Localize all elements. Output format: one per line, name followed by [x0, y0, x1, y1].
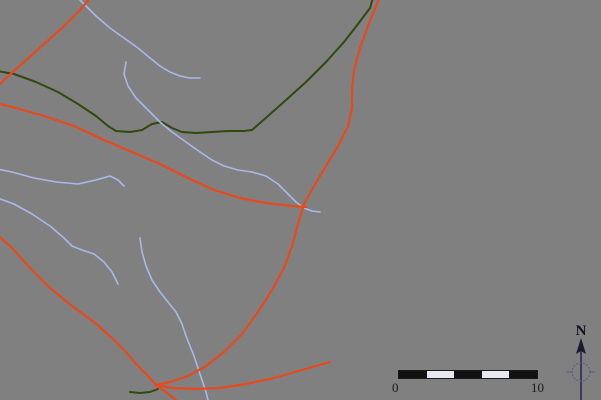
map-feature-boundary-line: [129, 388, 159, 394]
scale-bar-track: [398, 370, 538, 379]
scale-bar-segment: [454, 371, 482, 378]
compass-rose-icon: [567, 338, 595, 400]
scale-bar-min-label: 0: [392, 380, 399, 395]
map-feature-stream: [78, 0, 201, 79]
map-feature-major-road: [0, 102, 308, 209]
scale-bar-labels: 0 10: [392, 380, 544, 395]
scale-bar: 0 10: [392, 370, 544, 400]
map-feature-major-road: [0, 0, 91, 86]
map-feature-major-road: [154, 383, 178, 400]
map-feature-stream: [139, 237, 209, 400]
north-arrow-label: N: [575, 323, 587, 339]
map-feature-boundary-line: [0, 0, 374, 134]
map-feature-stream: [123, 61, 321, 213]
map-feature-stream: [0, 168, 125, 187]
scale-bar-segment: [509, 371, 537, 378]
scale-bar-segment: [399, 371, 427, 378]
map-feature-stream: [0, 198, 119, 285]
map-layer-major-road: [0, 0, 380, 400]
scale-bar-segment: [481, 371, 510, 378]
north-arrow: N: [561, 323, 601, 400]
map-feature-major-road: [154, 0, 380, 387]
scale-bar-segment: [426, 371, 455, 378]
map-layer-stream: [0, 0, 321, 400]
map-feature-major-road: [0, 235, 332, 391]
scale-bar-max-label: 10: [531, 380, 544, 395]
map-layer-boundary-line: [0, 0, 374, 394]
